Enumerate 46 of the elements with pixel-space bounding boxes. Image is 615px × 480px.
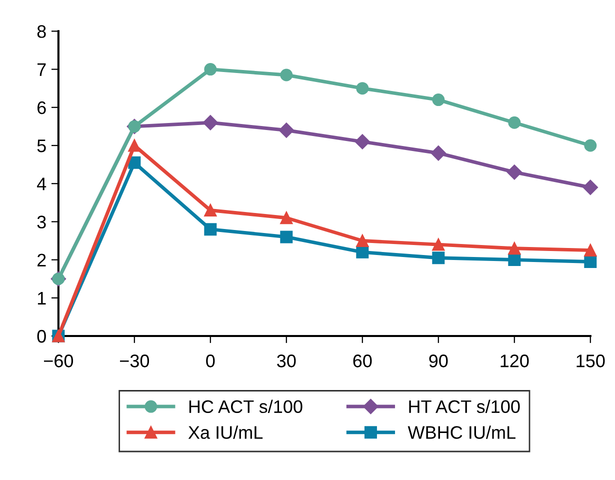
x-tick-label: 120 (500, 354, 529, 368)
x-tick-label: 90 (429, 354, 448, 368)
point (584, 244, 597, 257)
point (430, 146, 446, 161)
point (204, 223, 217, 236)
point (356, 234, 369, 247)
y-tick-label: 3 (37, 216, 46, 228)
point (508, 254, 521, 266)
x-tick-label: 60 (353, 354, 372, 368)
x-tick-label: 150 (576, 354, 605, 368)
point (582, 180, 598, 195)
y-tick-label: 4 (36, 178, 46, 190)
point (128, 139, 141, 152)
y-tick-label: 2 (37, 254, 46, 266)
x-tick-label: 0 (206, 354, 215, 368)
point (356, 246, 369, 258)
y-tick-label: 5 (37, 140, 46, 152)
point (432, 252, 445, 264)
y-tick-label: 1 (38, 292, 46, 304)
point (356, 82, 369, 95)
point (280, 230, 293, 244)
point (204, 204, 217, 217)
legend-label: Xa IU/mL (188, 426, 263, 439)
x-tick-label: −60 (44, 354, 74, 368)
point (204, 63, 217, 76)
y-tick-label: 0 (37, 330, 46, 343)
legend-label: HT ACT s/100 (409, 400, 520, 414)
y-tick-label: 6 (37, 101, 46, 114)
point (354, 134, 370, 150)
x-tick-label: 30 (277, 354, 296, 368)
legend-label: WBHC IU/mL (408, 426, 516, 439)
point (584, 139, 597, 152)
point (280, 68, 293, 82)
point (584, 255, 597, 268)
point (280, 212, 293, 224)
point (508, 242, 521, 255)
x-tick-label: −30 (120, 354, 150, 368)
point (202, 115, 218, 130)
point (506, 164, 522, 180)
y-tick-label: 8 (37, 25, 46, 38)
point (508, 116, 521, 129)
legend-label: HC ACT s/100 (189, 400, 302, 414)
point (432, 238, 445, 251)
point (432, 94, 445, 106)
y-tick-label: 7 (38, 63, 46, 76)
point (278, 122, 294, 138)
